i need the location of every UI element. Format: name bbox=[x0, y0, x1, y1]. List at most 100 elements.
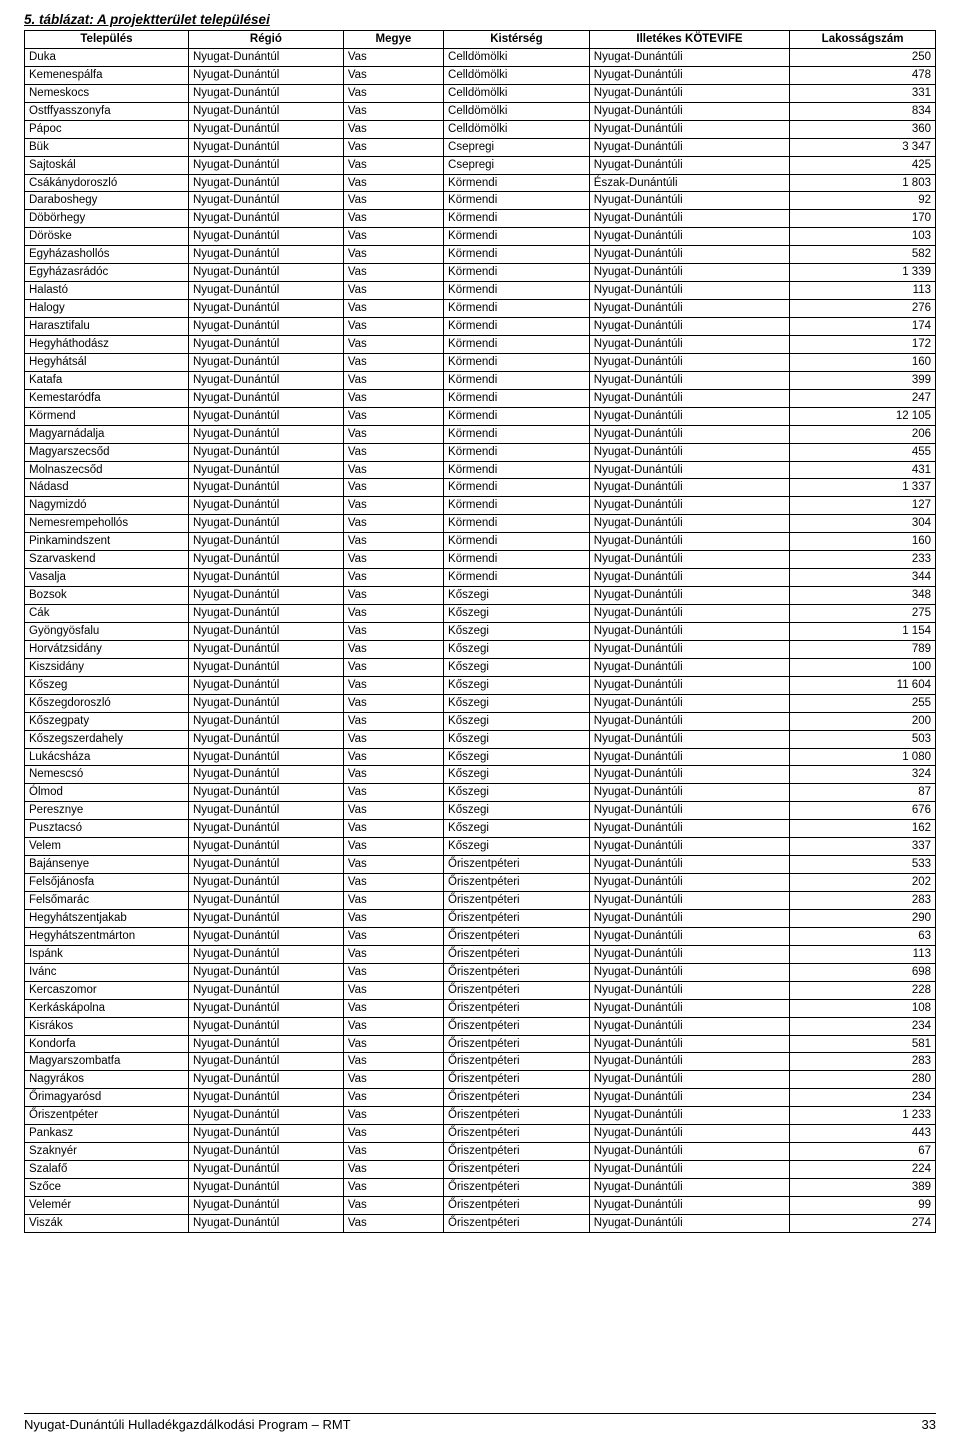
table-cell: Nyugat-Dunántúl bbox=[188, 622, 343, 640]
table-cell: 12 105 bbox=[790, 407, 936, 425]
table-cell: Vas bbox=[343, 802, 443, 820]
table-cell: Nyugat-Dunántúli bbox=[589, 1071, 789, 1089]
table-cell: Nyugat-Dunántúli bbox=[589, 587, 789, 605]
table-cell: Velem bbox=[25, 838, 189, 856]
table-cell: Nyugat-Dunántúli bbox=[589, 856, 789, 874]
table-cell: Nyugat-Dunántúl bbox=[188, 318, 343, 336]
table-cell: Őrimagyarósd bbox=[25, 1089, 189, 1107]
table-cell: Nyugat-Dunántúl bbox=[188, 587, 343, 605]
table-cell: Őriszentpéteri bbox=[444, 1125, 590, 1143]
table-cell: Nyugat-Dunántúl bbox=[188, 335, 343, 353]
table-cell: 228 bbox=[790, 981, 936, 999]
table-cell: 202 bbox=[790, 874, 936, 892]
table-cell: Körmendi bbox=[444, 551, 590, 569]
table-row: PusztacsóNyugat-DunántúlVasKőszegiNyugat… bbox=[25, 820, 936, 838]
table-cell: Nyugat-Dunántúli bbox=[589, 228, 789, 246]
table-row: NemeskocsNyugat-DunántúlVasCelldömölkiNy… bbox=[25, 84, 936, 102]
column-header: Illetékes KÖTEVIFE bbox=[589, 31, 789, 49]
table-cell: Sajtoskál bbox=[25, 156, 189, 174]
table-cell: Kőszegi bbox=[444, 766, 590, 784]
table-row: SzarvaskendNyugat-DunántúlVasKörmendiNyu… bbox=[25, 551, 936, 569]
column-header: Lakosságszám bbox=[790, 31, 936, 49]
table-cell: Duka bbox=[25, 48, 189, 66]
table-row: HarasztifaluNyugat-DunántúlVasKörmendiNy… bbox=[25, 318, 936, 336]
table-cell: 698 bbox=[790, 963, 936, 981]
table-cell: Vas bbox=[343, 228, 443, 246]
table-cell: 113 bbox=[790, 282, 936, 300]
table-cell: Nyugat-Dunántúli bbox=[589, 84, 789, 102]
table-row: NagyrákosNyugat-DunántúlVasŐriszentpéter… bbox=[25, 1071, 936, 1089]
table-cell: 160 bbox=[790, 353, 936, 371]
table-cell: Kőszegi bbox=[444, 640, 590, 658]
table-cell: Egyházasrádóc bbox=[25, 264, 189, 282]
table-title: 5. táblázat: A projektterület települése… bbox=[24, 12, 936, 27]
table-cell: Vas bbox=[343, 246, 443, 264]
table-cell: Magyarszecsőd bbox=[25, 443, 189, 461]
table-cell: Szőce bbox=[25, 1179, 189, 1197]
table-cell: Nyugat-Dunántúl bbox=[188, 1071, 343, 1089]
table-row: NemescsóNyugat-DunántúlVasKőszegiNyugat-… bbox=[25, 766, 936, 784]
table-cell: Kőszeg bbox=[25, 676, 189, 694]
table-cell: Vas bbox=[343, 1107, 443, 1125]
table-cell: Nyugat-Dunántúli bbox=[589, 1143, 789, 1161]
table-cell: Nyugat-Dunántúl bbox=[188, 300, 343, 318]
table-cell: Kőszegi bbox=[444, 784, 590, 802]
table-cell: Hegyhátszentmárton bbox=[25, 927, 189, 945]
table-cell: Döröske bbox=[25, 228, 189, 246]
table-cell: Nádasd bbox=[25, 479, 189, 497]
table-cell: Nyugat-Dunántúl bbox=[188, 389, 343, 407]
table-cell: Kőszegi bbox=[444, 622, 590, 640]
table-row: KőszegpatyNyugat-DunántúlVasKőszegiNyuga… bbox=[25, 712, 936, 730]
table-cell: Horvátzsidány bbox=[25, 640, 189, 658]
table-row: KercaszomorNyugat-DunántúlVasŐriszentpét… bbox=[25, 981, 936, 999]
table-cell: Ivánc bbox=[25, 963, 189, 981]
table-row: VelemNyugat-DunántúlVasKőszegiNyugat-Dun… bbox=[25, 838, 936, 856]
table-row: HegyhátsálNyugat-DunántúlVasKörmendiNyug… bbox=[25, 353, 936, 371]
column-header: Kistérség bbox=[444, 31, 590, 49]
table-row: CsákánydoroszlóNyugat-DunántúlVasKörmend… bbox=[25, 174, 936, 192]
table-cell: Nyugat-Dunántúli bbox=[589, 838, 789, 856]
table-cell: Vas bbox=[343, 353, 443, 371]
table-cell: Kőszegi bbox=[444, 694, 590, 712]
table-cell: 87 bbox=[790, 784, 936, 802]
table-cell: Nyugat-Dunántúli bbox=[589, 1089, 789, 1107]
table-cell: Nyugat-Dunántúl bbox=[188, 1053, 343, 1071]
table-cell: Vas bbox=[343, 1125, 443, 1143]
table-cell: Lukácsháza bbox=[25, 748, 189, 766]
table-cell: Vas bbox=[343, 1161, 443, 1179]
table-cell: Őriszentpéteri bbox=[444, 1017, 590, 1035]
table-cell: Nyugat-Dunántúl bbox=[188, 766, 343, 784]
table-cell: Nyugat-Dunántúl bbox=[188, 1089, 343, 1107]
table-cell: Nyugat-Dunántúl bbox=[188, 874, 343, 892]
table-cell: Vas bbox=[343, 945, 443, 963]
table-row: HalastóNyugat-DunántúlVasKörmendiNyugat-… bbox=[25, 282, 936, 300]
table-cell: Vas bbox=[343, 909, 443, 927]
table-row: SzaknyérNyugat-DunántúlVasŐriszentpéteri… bbox=[25, 1143, 936, 1161]
table-cell: Őriszentpéteri bbox=[444, 874, 590, 892]
table-row: VasaljaNyugat-DunántúlVasKörmendiNyugat-… bbox=[25, 569, 936, 587]
table-cell: Vas bbox=[343, 927, 443, 945]
table-cell: Bozsok bbox=[25, 587, 189, 605]
table-row: EgyházashollósNyugat-DunántúlVasKörmendi… bbox=[25, 246, 936, 264]
table-cell: Nyugat-Dunántúli bbox=[589, 1107, 789, 1125]
table-cell: Nyugat-Dunántúli bbox=[589, 999, 789, 1017]
table-row: HegyhátszentjakabNyugat-DunántúlVasŐrisz… bbox=[25, 909, 936, 927]
table-cell: Vas bbox=[343, 66, 443, 84]
table-cell: Őriszentpéter bbox=[25, 1107, 189, 1125]
table-cell: Észak-Dunántúli bbox=[589, 174, 789, 192]
table-cell: Őriszentpéteri bbox=[444, 1053, 590, 1071]
table-cell: 290 bbox=[790, 909, 936, 927]
table-cell: 160 bbox=[790, 533, 936, 551]
table-cell: Őriszentpéteri bbox=[444, 1089, 590, 1107]
table-cell: Vas bbox=[343, 335, 443, 353]
table-cell: Vas bbox=[343, 551, 443, 569]
table-cell: Nagymizdó bbox=[25, 497, 189, 515]
table-cell: Halastó bbox=[25, 282, 189, 300]
table-cell: Nyugat-Dunántúl bbox=[188, 1035, 343, 1053]
table-cell: Velemér bbox=[25, 1196, 189, 1214]
table-cell: Vas bbox=[343, 533, 443, 551]
table-cell: Körmendi bbox=[444, 335, 590, 353]
table-cell: Körmendi bbox=[444, 282, 590, 300]
table-row: SzalafőNyugat-DunántúlVasŐriszentpéteriN… bbox=[25, 1161, 936, 1179]
table-cell: Körmendi bbox=[444, 264, 590, 282]
